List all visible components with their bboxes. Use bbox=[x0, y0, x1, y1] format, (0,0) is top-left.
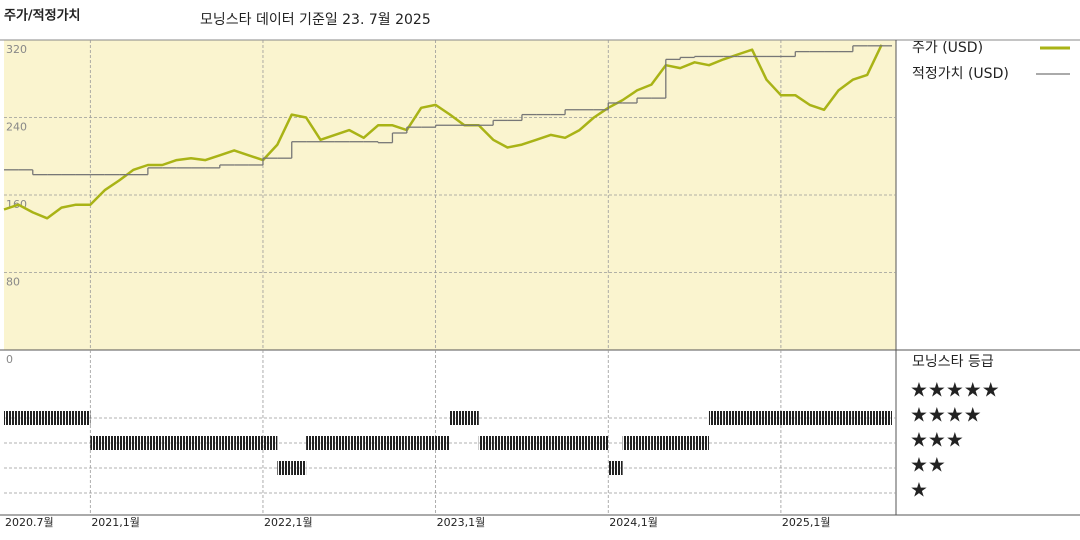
rating-bar bbox=[277, 461, 292, 475]
rating-legend-label: ★ bbox=[910, 478, 928, 502]
rating-bar bbox=[579, 436, 594, 450]
rating-bar bbox=[18, 411, 33, 425]
rating-bar bbox=[478, 436, 494, 450]
rating-bar bbox=[665, 436, 681, 450]
rating-bar bbox=[867, 411, 882, 425]
x-tick-label: 2025,1월 bbox=[782, 516, 831, 529]
x-tick-label: 2021,1월 bbox=[91, 516, 140, 529]
rating-bar bbox=[637, 436, 652, 450]
rating-bar bbox=[176, 436, 192, 450]
rating-bar bbox=[651, 436, 666, 450]
rating-bar bbox=[680, 436, 695, 450]
rating-bar bbox=[608, 461, 623, 475]
rating-bar bbox=[4, 411, 19, 425]
rating-bar bbox=[205, 436, 220, 450]
rating-bar bbox=[708, 411, 724, 425]
rating-bar bbox=[349, 436, 364, 450]
rating-bar bbox=[464, 411, 479, 425]
rating-title: 모닝스타 등급 bbox=[912, 354, 994, 370]
x-tick-label: 2023,1월 bbox=[437, 516, 486, 529]
rating-bar bbox=[521, 436, 537, 450]
rating-bar bbox=[507, 436, 522, 450]
rating-bar bbox=[881, 411, 892, 425]
rating-bar bbox=[435, 436, 450, 450]
rating-bar bbox=[119, 436, 134, 450]
y-tick-label: 80 bbox=[6, 276, 20, 289]
rating-legend-label: ★★ bbox=[910, 453, 946, 477]
chart-title: 주가/적정가치 bbox=[4, 8, 81, 24]
rating-bar bbox=[493, 436, 508, 450]
rating-bar bbox=[824, 411, 839, 425]
rating-bar bbox=[593, 436, 609, 450]
rating-legend-label: ★★★★★ bbox=[910, 378, 1000, 402]
rating-legend-label: ★★★★ bbox=[910, 403, 982, 427]
x-tick-label: 2024,1월 bbox=[609, 516, 658, 529]
rating-bar bbox=[838, 411, 853, 425]
rating-bar bbox=[363, 436, 379, 450]
chart-subtitle: 모닝스타 데이터 기준일 23. 7월 2025 bbox=[200, 12, 431, 28]
rating-bar bbox=[392, 436, 407, 450]
rating-bar bbox=[90, 436, 105, 450]
rating-bar bbox=[32, 411, 48, 425]
rating-bar bbox=[306, 436, 321, 450]
rating-bar bbox=[694, 436, 709, 450]
rating-bar bbox=[104, 436, 120, 450]
rating-bar bbox=[565, 436, 580, 450]
y-tick-label: 240 bbox=[6, 121, 27, 134]
rating-bar bbox=[47, 411, 62, 425]
rating-bar bbox=[334, 436, 350, 450]
y-tick-label: 320 bbox=[6, 43, 27, 56]
rating-bar bbox=[622, 436, 638, 450]
rating-legend-label: ★★★ bbox=[910, 428, 964, 452]
rating-bar bbox=[421, 436, 436, 450]
rating-bar bbox=[852, 411, 868, 425]
rating-bar bbox=[795, 411, 810, 425]
rating-bar bbox=[752, 411, 767, 425]
rating-bar bbox=[234, 436, 249, 450]
rating-bar bbox=[147, 436, 163, 450]
rating-bar bbox=[406, 436, 422, 450]
rating-bar bbox=[75, 411, 91, 425]
price-line bbox=[3, 44, 883, 220]
rating-bar bbox=[780, 411, 796, 425]
legend-label: 주가 (USD) bbox=[912, 40, 983, 56]
rating-bar bbox=[291, 461, 307, 475]
legend-label: 적정가치 (USD) bbox=[912, 66, 1009, 82]
rating-bar bbox=[219, 436, 235, 450]
rating-bar bbox=[723, 411, 738, 425]
rating-bar bbox=[162, 436, 177, 450]
rating-bar bbox=[262, 436, 278, 450]
rating-bar bbox=[450, 411, 465, 425]
rating-bar bbox=[737, 411, 753, 425]
rating-bar bbox=[809, 411, 825, 425]
rating-bar bbox=[766, 411, 781, 425]
rating-bar bbox=[536, 436, 551, 450]
y-tick-label: 0 bbox=[6, 353, 13, 366]
rating-bar bbox=[320, 436, 335, 450]
rating-bar bbox=[133, 436, 148, 450]
rating-bar bbox=[550, 436, 566, 450]
rating-bar bbox=[378, 436, 393, 450]
rating-bar bbox=[248, 436, 263, 450]
rating-bar bbox=[61, 411, 76, 425]
x-tick-label: 2020.7월 bbox=[5, 516, 54, 529]
x-tick-label: 2022,1월 bbox=[264, 516, 313, 529]
rating-bar bbox=[191, 436, 206, 450]
